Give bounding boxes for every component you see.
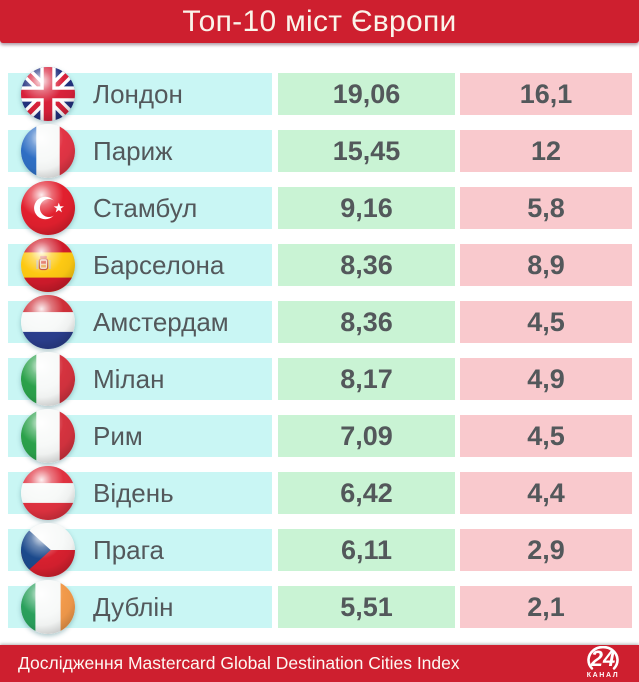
value2-cell: 5,8: [460, 187, 632, 229]
city-cell: Дублін: [8, 580, 272, 634]
city-name: Амстердам: [93, 306, 229, 337]
ireland-flag-icon: [21, 580, 75, 634]
spain-flag-icon: [21, 238, 75, 292]
table-row: Дублін 5,51 2,1: [8, 580, 632, 634]
city-cell: Париж: [8, 124, 272, 178]
city-cell: Барселона: [8, 238, 272, 292]
city-cell: Амстердам: [8, 295, 272, 349]
table-row: Відень 6,42 4,4: [8, 466, 632, 520]
city-name: Мілан: [93, 363, 165, 394]
value1-cell: 15,45: [278, 130, 455, 172]
value1-cell: 6,42: [278, 472, 455, 514]
table-row: Прага 6,11 2,9: [8, 523, 632, 577]
city-cell: Стамбул: [8, 181, 272, 235]
table-row: Лондон 19,06 16,1: [8, 67, 632, 121]
czech-flag-icon: [21, 523, 75, 577]
city-name: Рим: [93, 420, 143, 451]
italy-flag-icon: [21, 352, 75, 406]
value2-cell: 4,9: [460, 358, 632, 400]
channel-24-logo: 24 КАНАЛ: [575, 646, 631, 681]
logo-number: 24: [590, 646, 616, 671]
city-name: Лондон: [93, 78, 183, 109]
city-table: Лондон 19,06 16,1 Париж 15,45 12 Стамбул: [8, 67, 632, 643]
value1-cell: 19,06: [278, 73, 455, 115]
austria-flag-icon: [21, 466, 75, 520]
table-row: Барселона 8,36 8,9: [8, 238, 632, 292]
turkey-flag-icon: [21, 181, 75, 235]
source-text: Дослідження Mastercard Global Destinatio…: [18, 653, 460, 673]
value1-cell: 9,16: [278, 187, 455, 229]
value2-cell: 4,4: [460, 472, 632, 514]
value2-cell: 8,9: [460, 244, 632, 286]
city-name: Прага: [93, 534, 164, 565]
value2-cell: 12: [460, 130, 632, 172]
value2-cell: 4,5: [460, 301, 632, 343]
city-name: Париж: [93, 135, 173, 166]
city-name: Відень: [93, 477, 174, 508]
logo-swoosh-icon: [587, 646, 619, 670]
city-cell: Відень: [8, 466, 272, 520]
value2-cell: 4,5: [460, 415, 632, 457]
footer-bar: Дослідження Mastercard Global Destinatio…: [0, 645, 639, 682]
value1-cell: 8,36: [278, 244, 455, 286]
city-cell: Лондон: [8, 67, 272, 121]
value1-cell: 8,17: [278, 358, 455, 400]
table-row: Париж 15,45 12: [8, 124, 632, 178]
city-cell: Рим: [8, 409, 272, 463]
france-flag-icon: [21, 124, 75, 178]
table-row: Амстердам 8,36 4,5: [8, 295, 632, 349]
city-name: Барселона: [93, 249, 225, 280]
value1-cell: 7,09: [278, 415, 455, 457]
page-title: Топ-10 міст Європи: [182, 4, 457, 38]
logo-caption: КАНАЛ: [586, 672, 620, 679]
value2-cell: 2,9: [460, 529, 632, 571]
uk-flag-icon: [21, 67, 75, 121]
header-bar: Топ-10 міст Європи: [0, 0, 639, 43]
value1-cell: 8,36: [278, 301, 455, 343]
city-cell: Прага: [8, 523, 272, 577]
table-row: Рим 7,09 4,5: [8, 409, 632, 463]
city-name: Стамбул: [93, 192, 198, 223]
table-row: Стамбул 9,16 5,8: [8, 181, 632, 235]
city-name: Дублін: [93, 591, 174, 622]
value2-cell: 2,1: [460, 586, 632, 628]
netherlands-flag-icon: [21, 295, 75, 349]
value1-cell: 6,11: [278, 529, 455, 571]
value2-cell: 16,1: [460, 73, 632, 115]
city-cell: Мілан: [8, 352, 272, 406]
value1-cell: 5,51: [278, 586, 455, 628]
table-row: Мілан 8,17 4,9: [8, 352, 632, 406]
italy-flag-icon: [21, 409, 75, 463]
